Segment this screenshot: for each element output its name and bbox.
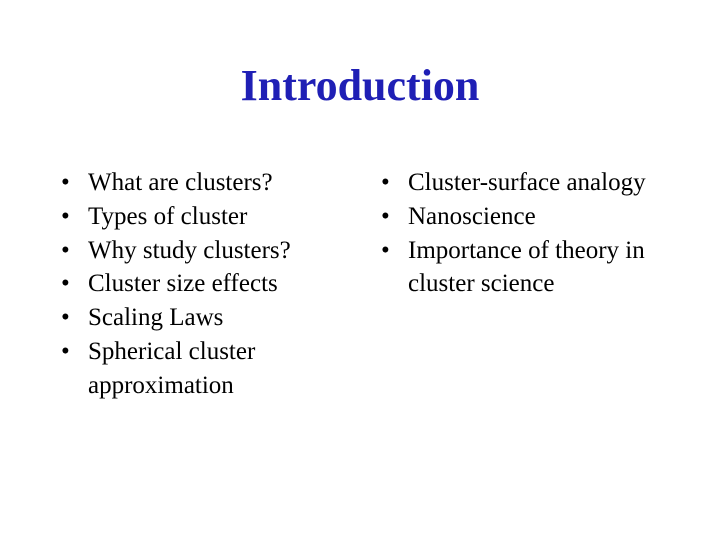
right-column: Cluster-surface analogy Nanoscience Impo…: [380, 166, 670, 402]
list-item: Scaling Laws: [60, 301, 350, 335]
right-list: Cluster-surface analogy Nanoscience Impo…: [380, 166, 670, 301]
slide: Introduction What are clusters? Types of…: [0, 0, 720, 540]
list-item: Types of cluster: [60, 200, 350, 234]
list-item: Spherical cluster approximation: [60, 335, 350, 403]
list-item: Why study clusters?: [60, 234, 350, 268]
list-item: Nanoscience: [380, 200, 670, 234]
list-item: Cluster-surface analogy: [380, 166, 670, 200]
left-column: What are clusters? Types of cluster Why …: [50, 166, 350, 402]
content-columns: What are clusters? Types of cluster Why …: [50, 166, 670, 402]
left-list: What are clusters? Types of cluster Why …: [60, 166, 350, 402]
list-item: Cluster size effects: [60, 267, 350, 301]
slide-title: Introduction: [50, 60, 670, 111]
list-item: What are clusters?: [60, 166, 350, 200]
list-item: Importance of theory in cluster science: [380, 234, 670, 302]
